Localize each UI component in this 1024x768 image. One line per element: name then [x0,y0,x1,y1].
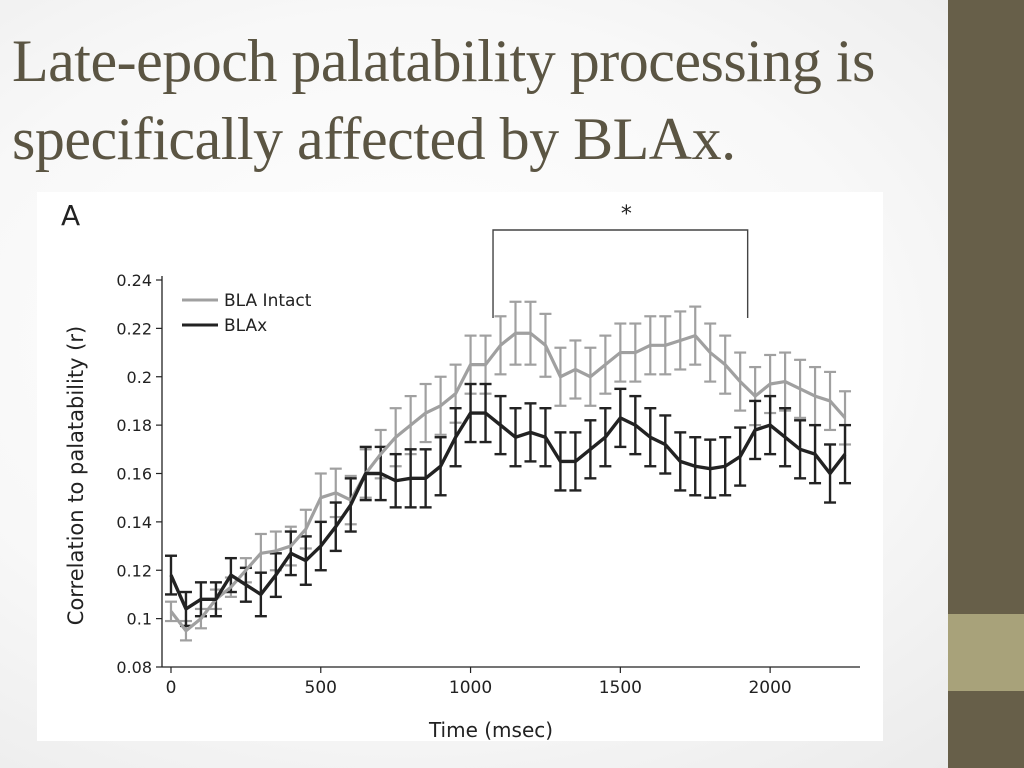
y-tick-label: 0.18 [116,416,152,435]
chart-labels-group: A Time (msec) Correlation to palatability … [61,199,553,741]
x-tick-label: 0 [166,678,177,698]
series-line-blax [169,411,847,611]
y-tick-label: 0.22 [116,319,152,338]
y-tick-label: 0.2 [127,368,152,387]
error-bars-group [164,300,852,642]
panel-label: A [61,199,80,232]
y-tick-label: 0.08 [116,658,152,677]
x-tick-label: 1000 [449,678,492,698]
series-lines-group [169,331,847,633]
y-tick-label: 0.16 [116,465,152,484]
line-chart: 0.08 0.1 0.12 0.14 0.16 0.18 0.2 0.22 0.24 0 500 10… [61,199,860,741]
x-tick-label: 2000 [748,678,791,698]
y-axis-title: Correlation to palatability (r) [64,326,88,625]
chart-legend: BLA Intact BLAx [182,291,312,336]
series-line-bla-intact [169,331,847,633]
y-tick-label: 0.24 [116,271,152,290]
chart-axes: 0.08 0.1 0.12 0.14 0.16 0.18 0.2 0.22 0.24 0 500 10… [116,271,860,698]
sidebar-accent-block [948,614,1024,691]
x-tick-label: 500 [305,678,337,698]
legend-label: BLA Intact [224,291,312,311]
y-tick-label: 0.12 [116,561,152,580]
x-axis-title: Time (msec) [428,718,553,741]
significance-marker: * [621,202,632,227]
x-tick-label: 1500 [599,678,642,698]
y-tick-label: 0.1 [127,610,152,629]
significance-bracket [492,229,749,318]
legend-label: BLAx [224,316,267,336]
significance-bracket-group: * [492,202,749,318]
y-tick-label: 0.14 [116,513,152,532]
figure-panel: 0.08 0.1 0.12 0.14 0.16 0.18 0.2 0.22 0.24 0 500 10… [37,192,883,741]
slide-title: Late-epoch palatability processing is sp… [12,28,875,172]
